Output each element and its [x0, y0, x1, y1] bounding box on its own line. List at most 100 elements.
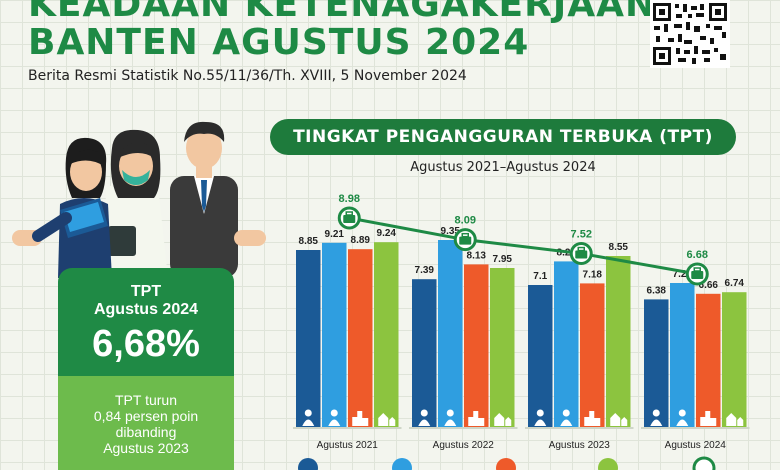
bar-value-label: 9.21	[325, 229, 345, 240]
legend-village-icon	[598, 458, 618, 470]
group-baseline	[525, 427, 634, 429]
chart-title-banner: TINGKAT PENGANGGURAN TERBUKA (TPT)	[270, 119, 736, 155]
card-label-tpt: TPT	[130, 283, 162, 300]
bar	[644, 299, 669, 427]
bar	[722, 292, 747, 427]
group-baseline	[409, 427, 518, 429]
woman-icon	[328, 419, 341, 426]
briefcase-icon	[577, 246, 585, 252]
bar	[296, 250, 321, 427]
bar	[490, 268, 515, 427]
woman-icon	[676, 419, 689, 426]
bar	[554, 261, 579, 427]
group-baseline	[293, 427, 402, 429]
man-icon	[652, 409, 660, 417]
bar	[348, 249, 373, 427]
bar-value-label: 8.55	[609, 242, 629, 253]
man-icon	[536, 409, 544, 417]
man-icon	[534, 419, 547, 426]
village-icon	[610, 413, 628, 426]
village-icon	[494, 413, 512, 426]
man-icon	[302, 419, 315, 426]
woman-icon	[446, 409, 454, 417]
city-icon	[700, 411, 717, 426]
woman-icon	[678, 409, 686, 417]
briefcase-icon	[345, 211, 353, 216]
bar	[322, 242, 347, 427]
legend-briefcase-icon	[692, 456, 716, 470]
city-icon	[468, 411, 485, 426]
woman-masked-figure	[104, 129, 168, 278]
legend-woman-icon	[392, 458, 412, 470]
qr-code-icon[interactable]	[650, 0, 730, 68]
bar	[438, 240, 463, 427]
tpt-point-label: 8.09	[455, 215, 476, 227]
bar-value-label: 8.89	[351, 235, 371, 246]
bar-value-label: 8.85	[299, 236, 319, 247]
city-icon	[584, 411, 601, 426]
bar-value-label: 7.95	[493, 254, 513, 265]
woman-icon	[444, 419, 457, 426]
page-title-line2: BANTEN AGUSTUS 2024	[28, 22, 530, 63]
note-line2: 0,84 persen poin	[93, 408, 199, 424]
page-subtitle: Berita Resmi Statistik No.55/11/36/Th. X…	[28, 68, 467, 84]
briefcase-icon	[343, 215, 356, 223]
tpt-chart: 8.85 9.21 8.89 9.24 Agustus 2021 7.39 9.35 8.13…	[293, 193, 750, 451]
workers-illustration	[12, 121, 266, 278]
bar-value-label: 7.20	[673, 269, 693, 280]
note-line4: Agustus 2023	[103, 440, 189, 456]
woman-icon	[560, 419, 573, 426]
man-icon	[650, 419, 663, 426]
city-icon	[352, 411, 369, 426]
briefcase-icon	[575, 250, 588, 259]
card-label-period: Agustus 2024	[93, 301, 199, 318]
x-tick-label: Agustus 2021	[317, 440, 379, 451]
tpt-point-label: 6.68	[687, 249, 708, 261]
tpt-change-note: TPT turun 0,84 persen poin dibanding Agu…	[58, 376, 234, 470]
briefcase-icon	[691, 271, 704, 279]
group-baseline	[641, 427, 750, 429]
chart-legend	[298, 456, 716, 470]
page-title-line1: KEADAAN KETENAGAKERJAAN	[28, 0, 657, 25]
bar	[374, 242, 399, 427]
briefcase-icon	[461, 232, 469, 238]
bar	[670, 283, 695, 427]
bar	[528, 285, 553, 427]
briefcase-icon	[459, 236, 472, 245]
man-icon	[418, 419, 431, 426]
bar-value-label: 7.18	[583, 269, 603, 280]
briefcase-icon	[693, 267, 701, 272]
bar	[580, 283, 605, 427]
bar-value-label: 9.24	[377, 228, 397, 239]
bar-value-label: 6.66	[699, 280, 719, 291]
bar-value-label: 7.39	[415, 265, 435, 276]
note-line1: TPT turun	[115, 392, 177, 408]
legend-man-icon	[298, 458, 318, 470]
tpt-summary-card: TPT Agustus 2024 6,68%	[58, 268, 234, 376]
bar	[696, 293, 721, 427]
legend-city-icon	[496, 458, 516, 470]
tpt-point-label: 8.98	[339, 193, 360, 205]
bar-value-label: 7.1	[533, 271, 547, 282]
tpt-line	[348, 216, 698, 276]
man-icon	[420, 409, 428, 417]
bar	[412, 279, 437, 427]
man-icon	[304, 409, 312, 417]
bar-value-label: 8.13	[467, 250, 487, 261]
village-icon	[726, 413, 744, 426]
card-tpt-value: 6,68%	[92, 323, 200, 365]
bar-value-label: 6.38	[647, 285, 667, 296]
bar-value-label: 9.35	[441, 226, 461, 237]
note-line3: dibanding	[115, 424, 177, 440]
bar-value-label: 6.74	[725, 278, 745, 289]
chart-period-label: Agustus 2021–Agustus 2024	[410, 160, 596, 175]
woman-icon	[330, 409, 338, 417]
girl-figure	[12, 137, 112, 278]
bar	[606, 256, 631, 427]
woman-icon	[562, 409, 570, 417]
tpt-point-label: 7.52	[571, 229, 592, 241]
x-tick-label: Agustus 2023	[549, 440, 611, 451]
man-figure	[170, 121, 266, 278]
village-icon	[378, 413, 396, 426]
x-tick-label: Agustus 2022	[433, 440, 495, 451]
